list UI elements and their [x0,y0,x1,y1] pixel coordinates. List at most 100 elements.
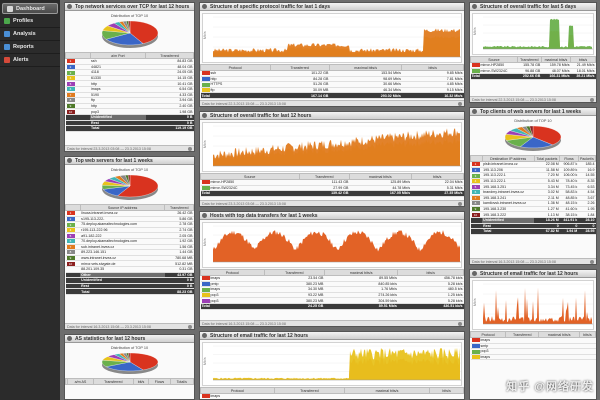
table-row[interactable]: imaps [200,393,464,399]
table-row[interactable]: 10 mirror.vets.stvgate.de 512.82 MB [65,260,194,267]
table-row[interactable]: mirror-HP2850 155.78 GB 159.78 Mb/s 21.49 M… [470,62,596,69]
table-row[interactable]: 10 195.168.3.222 1.13 M 38.15 k 1.84 [470,211,596,218]
gear-icon[interactable] [472,109,477,114]
refresh-icon[interactable] [188,325,192,329]
gear-icon[interactable] [67,336,72,341]
column-header[interactable]: Transferred [92,378,134,385]
refresh-icon[interactable] [188,147,192,151]
table-row[interactable]: imaps 34.30 MB 1.76 Mb/s 480.5 b/s [200,286,464,293]
column-header[interactable]: Transferred [145,52,194,59]
table-row[interactable]: 6 imaps 6.54 GB [65,86,194,93]
column-header[interactable]: maximal bits/s [343,387,431,394]
gear-icon[interactable] [202,113,207,118]
column-header[interactable]: maximal bits/s [323,269,399,276]
gear-icon[interactable] [67,4,72,9]
table-row[interactable]: 8 kamilovsk.intranet.invea.cz 1.36 M 48.15 … [470,200,596,207]
column-header[interactable] [65,378,69,385]
table-row[interactable]: mirror-SW2324C 27.99 GB 44.78 Mb/s 5.31 Mb/… [200,185,464,192]
transfers-table: Protocol Transferred maximal bits/s bits/s … [200,269,464,310]
gear-icon[interactable] [472,271,477,276]
table-row[interactable]: 9 www.intranet.invea.cz 780.68 MB [65,255,194,262]
table-row[interactable]: 8 ftp 3.94 GB [65,97,194,104]
column-header[interactable]: Transferred [298,173,350,180]
table-row[interactable]: 1 ssh 84.83 GB [65,58,194,65]
gear-icon[interactable] [67,158,72,163]
table-row[interactable]: 5 http 10.41 GB [65,80,194,87]
table-row[interactable]: ftp 30.09 MB 46.34 Mb/s 9.15 Mb/s [200,87,464,94]
table-row[interactable]: mirror-HP2850 111.43 GB 125.89 Mb/s 22.04 M… [200,179,464,186]
table-row[interactable]: 4 61330 14.15 GB [65,75,194,82]
column-header[interactable]: Packet/s [577,155,596,162]
table-row[interactable]: http 84.28 GB 98.69 Mb/s 7.81 Mb/s [200,76,464,83]
gear-icon[interactable] [202,213,207,218]
table-row[interactable]: 6 70.deploy.akamaitechnologies.com 1.92 GB [65,238,194,245]
table-row[interactable]: HTTPS 51.26 GB 30.66 Mb/s 4.85 Mb/s [200,81,464,88]
table-row[interactable]: smtp [470,343,596,350]
column-header[interactable]: Total/s [169,378,194,385]
refresh-icon[interactable] [458,202,462,206]
table-row[interactable]: 9 195.168.3.230 1.27 M 41.60 k 1.95 [470,206,596,213]
column-header[interactable]: bits/s [397,269,464,276]
column-header[interactable]: Transferred [269,64,330,71]
table-row[interactable]: 2 44821 48.04 GB [65,64,194,71]
column-header[interactable]: Destination IP address [481,155,535,162]
refresh-icon[interactable] [590,98,594,102]
table-row[interactable]: 5 a91-182-222 2.05 GB [65,232,194,239]
table-row[interactable]: 5 195.168.3.251 3.34 M 73.45 k 6.53 [470,183,596,190]
table-row[interactable]: imaps [470,354,596,361]
table-row[interactable]: 1 linuxa.intranet.invea.cz 26.42 GB [65,210,194,217]
table-row[interactable]: ssh 101.22 GB 153.54 Mb/s 9.85 Mb/s [200,70,464,77]
table-row[interactable]: 8 89.223.146.151 1.44 GB [65,249,194,256]
column-header[interactable]: Transferred [164,204,194,211]
column-header[interactable]: bits/s [578,331,596,338]
table-row[interactable]: mirror-SW2324C 96.88 GB 48.07 Mb/s 18.01 Mb… [470,68,596,75]
gear-icon[interactable] [472,4,477,9]
column-header[interactable]: Transferred [505,331,540,338]
column-header[interactable]: Protocol [200,387,275,394]
table-row[interactable]: 9 http 2.40 GB [65,103,194,110]
table-row[interactable]: imaps 23.54 GB 89.55 Mb/s 456.78 kb/s [200,275,464,282]
sidebar-item-alerts[interactable]: Alerts [0,54,60,67]
gear-icon[interactable] [202,333,207,338]
table-row[interactable]: 7 5190 4.33 GB [65,92,194,99]
column-header[interactable]: Transferred [263,269,325,276]
sidebar-item-reports[interactable]: Reports [0,41,60,54]
table-row[interactable]: 2 195.113.206 11.58 M 109.89 k 16.9 [470,167,596,174]
table-row[interactable]: 4 r195-113-222.96 2.74 GB [65,227,194,234]
table-row[interactable]: pop3 380.23 MB 304.59 kb/s 5.28 kb/s [200,297,464,304]
table-row[interactable]: 4 195.113.222.1 5.43 M 78.40 k 8.35 [470,178,596,185]
column-header[interactable]: bits/s [570,56,596,63]
column-header[interactable]: bits/s [429,387,464,394]
table-row[interactable]: 3 4118 24.05 GB [65,69,194,76]
column-header[interactable]: Total packets [533,155,561,162]
column-header[interactable]: bits/s [401,64,464,71]
gear-icon[interactable] [202,4,207,9]
table-row[interactable]: pop3 93.22 MB 274.26 kb/s 1.25 kb/s [200,292,464,299]
refresh-icon[interactable] [590,260,594,264]
table-row[interactable]: 88.201.109.35 0.31 GB [65,266,194,273]
refresh-icon[interactable] [458,102,462,106]
column-header[interactable]: Source IP address [79,204,166,211]
table-row[interactable]: 7 sub.intranet.invea.cz 1.56 GB [65,244,194,251]
column-header[interactable]: bit/s [132,378,150,385]
table-row[interactable]: 3 195.113.222.1 7.20 M 106.00 k 14.55 [470,172,596,179]
table-row[interactable]: 3 75.deploy.akamaitechnologies.com 2.78 GB [65,221,194,228]
table-row[interactable]: 2 s195-113-222- 5.86 GB [65,216,194,223]
table-row[interactable]: imaps [470,337,596,344]
table-row[interactable]: pop3 [470,348,596,355]
sidebar-item-profiles[interactable]: Profiles [0,15,60,28]
table-row[interactable]: 10 pop3 1.98 GB [65,108,194,115]
column-header[interactable]: a/m Port [89,52,147,59]
table-cell: 24.05 GB [145,69,194,76]
column-header[interactable]: a/m AS [67,378,94,385]
column-header[interactable]: maximal bits/s [540,56,572,63]
sidebar-item-analysis[interactable]: Analysis [0,28,60,41]
sidebar-item-dashboard[interactable]: Dashboard [2,3,58,14]
table-row[interactable]: 7 195.168.3.241 2.11 M 48.85 k 3.67 [470,195,596,202]
column-header[interactable]: bits/s [410,173,464,180]
column-header[interactable]: Flows [148,378,171,385]
refresh-icon[interactable] [458,322,462,326]
table-row[interactable]: pmtp 380.23 MB 840.85 kb/s 5.28 kb/s [200,281,464,288]
